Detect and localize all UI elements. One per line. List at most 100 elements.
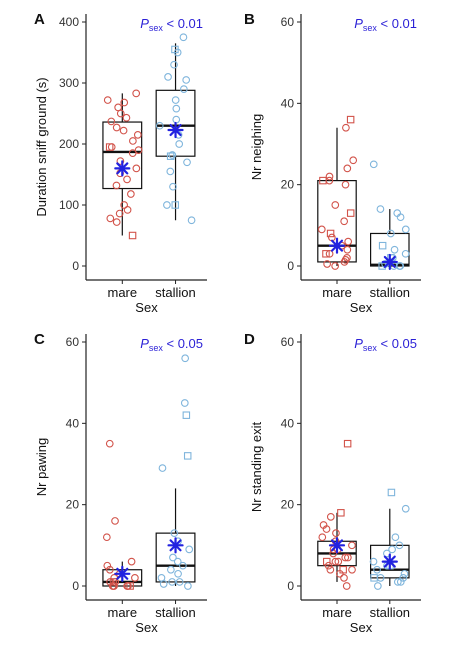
- mean-star-stroke: [383, 555, 396, 568]
- data-point-circle: [115, 209, 124, 218]
- data-point-circle: [343, 254, 351, 262]
- data-point-circle: [373, 565, 381, 574]
- data-point-circle: [107, 117, 116, 126]
- data-point-circle: [180, 85, 188, 93]
- panel-letter: C: [34, 331, 45, 348]
- x-axis-label: Sex: [135, 620, 158, 635]
- p-symbol: P: [354, 16, 363, 31]
- data-point-circle: [131, 574, 139, 582]
- data-point-circle: [324, 561, 333, 570]
- mean-marker: [381, 553, 398, 570]
- p-symbol: P: [140, 16, 149, 31]
- y-tick-label: 300: [59, 76, 79, 90]
- data-point-circle: [172, 104, 181, 113]
- data-point-square: [322, 250, 330, 258]
- data-point-square: [337, 509, 345, 517]
- data-point-circle: [106, 565, 114, 574]
- data-point-circle: [369, 557, 378, 566]
- data-point-circle: [132, 164, 141, 173]
- p-value: < 0.01: [377, 16, 417, 31]
- data-point-circle: [133, 131, 142, 139]
- data-point-circle: [376, 205, 385, 213]
- data-point-circle: [171, 96, 180, 104]
- box-stallion: [155, 33, 196, 225]
- data-point-circle: [344, 553, 352, 562]
- mean-marker: [114, 160, 131, 177]
- data-point-circle: [401, 504, 410, 513]
- data-point-circle: [342, 123, 350, 132]
- mean-marker: [328, 537, 346, 554]
- data-point-circle: [340, 258, 349, 266]
- data-point-circle: [179, 33, 188, 42]
- data-point-circle: [322, 525, 331, 533]
- box-mare: [317, 439, 357, 590]
- box-mare: [102, 439, 143, 590]
- p-subscript: sex: [149, 23, 164, 33]
- data-point-circle: [344, 237, 353, 246]
- mean-star-stroke: [116, 567, 129, 580]
- data-point-circle: [399, 574, 408, 582]
- data-point-square: [378, 241, 387, 250]
- data-point-circle: [323, 260, 331, 268]
- data-point-square: [166, 152, 175, 160]
- data-point-circle: [181, 354, 190, 363]
- data-point-circle: [185, 545, 194, 554]
- x-category-label: stallion: [370, 285, 410, 300]
- data-point-square: [387, 488, 396, 497]
- p-subscript: sex: [363, 23, 378, 33]
- data-point-circle: [169, 553, 177, 562]
- y-tick-label: 20: [281, 498, 295, 512]
- data-point-circle: [182, 76, 191, 84]
- x-category-label: mare: [107, 285, 137, 300]
- data-point-circle: [373, 582, 382, 590]
- data-point-circle: [401, 249, 410, 258]
- data-point-circle: [167, 565, 175, 574]
- data-point-circle: [184, 582, 192, 590]
- data-point-circle: [123, 206, 132, 214]
- data-point-circle: [342, 582, 351, 590]
- data-point-square: [346, 209, 355, 217]
- data-point-circle: [395, 541, 404, 550]
- data-point-circle: [175, 140, 184, 148]
- p-value: < 0.05: [377, 336, 417, 351]
- data-point-circle: [174, 569, 182, 578]
- data-point-square: [182, 411, 191, 419]
- data-point-circle: [183, 158, 191, 167]
- data-point-square: [319, 176, 327, 185]
- data-point-circle: [331, 201, 340, 209]
- y-axis-label: Duration sniff ground (s): [34, 77, 49, 216]
- box-stallion: [369, 488, 410, 590]
- data-point-circle: [340, 574, 348, 582]
- y-tick-label: 20: [281, 178, 295, 192]
- iqr-box: [317, 180, 357, 263]
- data-point-circle: [116, 109, 125, 118]
- y-tick-label: 60: [66, 335, 80, 349]
- mean-star-stroke: [383, 255, 396, 268]
- data-point-circle: [132, 89, 141, 98]
- box-stallion: [369, 160, 410, 271]
- y-tick-label: 0: [72, 579, 79, 593]
- data-point-square: [128, 231, 137, 240]
- data-point-circle: [127, 557, 136, 566]
- data-point-circle: [325, 172, 334, 181]
- mean-marker: [114, 565, 131, 582]
- p-subscript: sex: [149, 343, 164, 353]
- x-axis-label: Sex: [135, 300, 158, 315]
- p-value: < 0.01: [163, 16, 203, 31]
- data-point-square: [339, 565, 347, 574]
- y-tick-label: 100: [59, 198, 79, 212]
- data-point-square: [171, 201, 179, 209]
- x-category-label: mare: [322, 285, 352, 300]
- x-category-label: mare: [322, 605, 352, 620]
- data-point-circle: [386, 229, 395, 238]
- data-point-circle: [390, 245, 399, 254]
- data-point-square: [370, 574, 378, 582]
- data-point-square: [326, 229, 335, 238]
- data-point-circle: [134, 146, 143, 154]
- data-point-circle: [158, 464, 167, 472]
- x-category-label: mare: [107, 605, 137, 620]
- data-point-circle: [349, 156, 358, 165]
- data-point-circle: [388, 545, 396, 554]
